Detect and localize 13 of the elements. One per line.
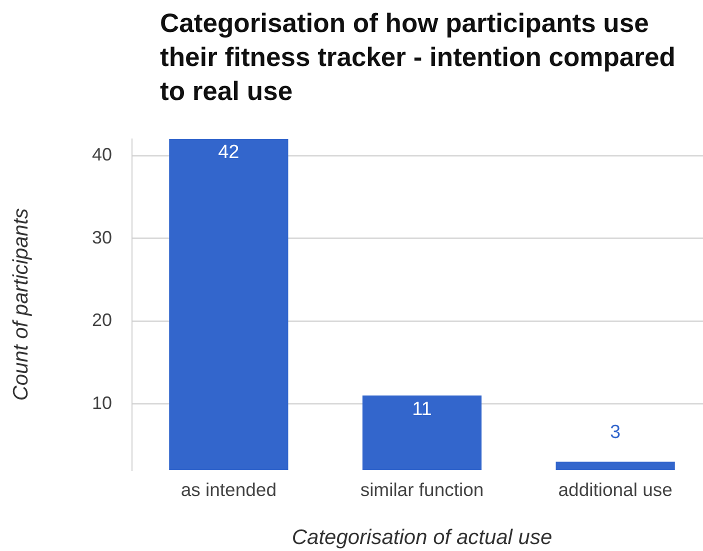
x-tick-label: additional use: [558, 479, 672, 500]
y-tick-label: 10: [92, 392, 112, 413]
x-axis-title: Categorisation of actual use: [292, 526, 552, 550]
chart-title: Categorisation of how participants use their fitness tracker - intention compared to real use: [160, 7, 676, 108]
data-label: 11: [412, 398, 432, 420]
data-label: 3: [610, 422, 621, 443]
y-tick-label: 20: [92, 310, 112, 330]
data-label: 42: [218, 142, 240, 164]
x-tick-label: as intended: [180, 479, 277, 500]
y-axis-title: Count of participants: [9, 208, 32, 401]
x-tick-label: similar function: [360, 479, 484, 500]
y-tick-label: 40: [92, 144, 112, 165]
y-tick-label: 30: [92, 227, 112, 248]
